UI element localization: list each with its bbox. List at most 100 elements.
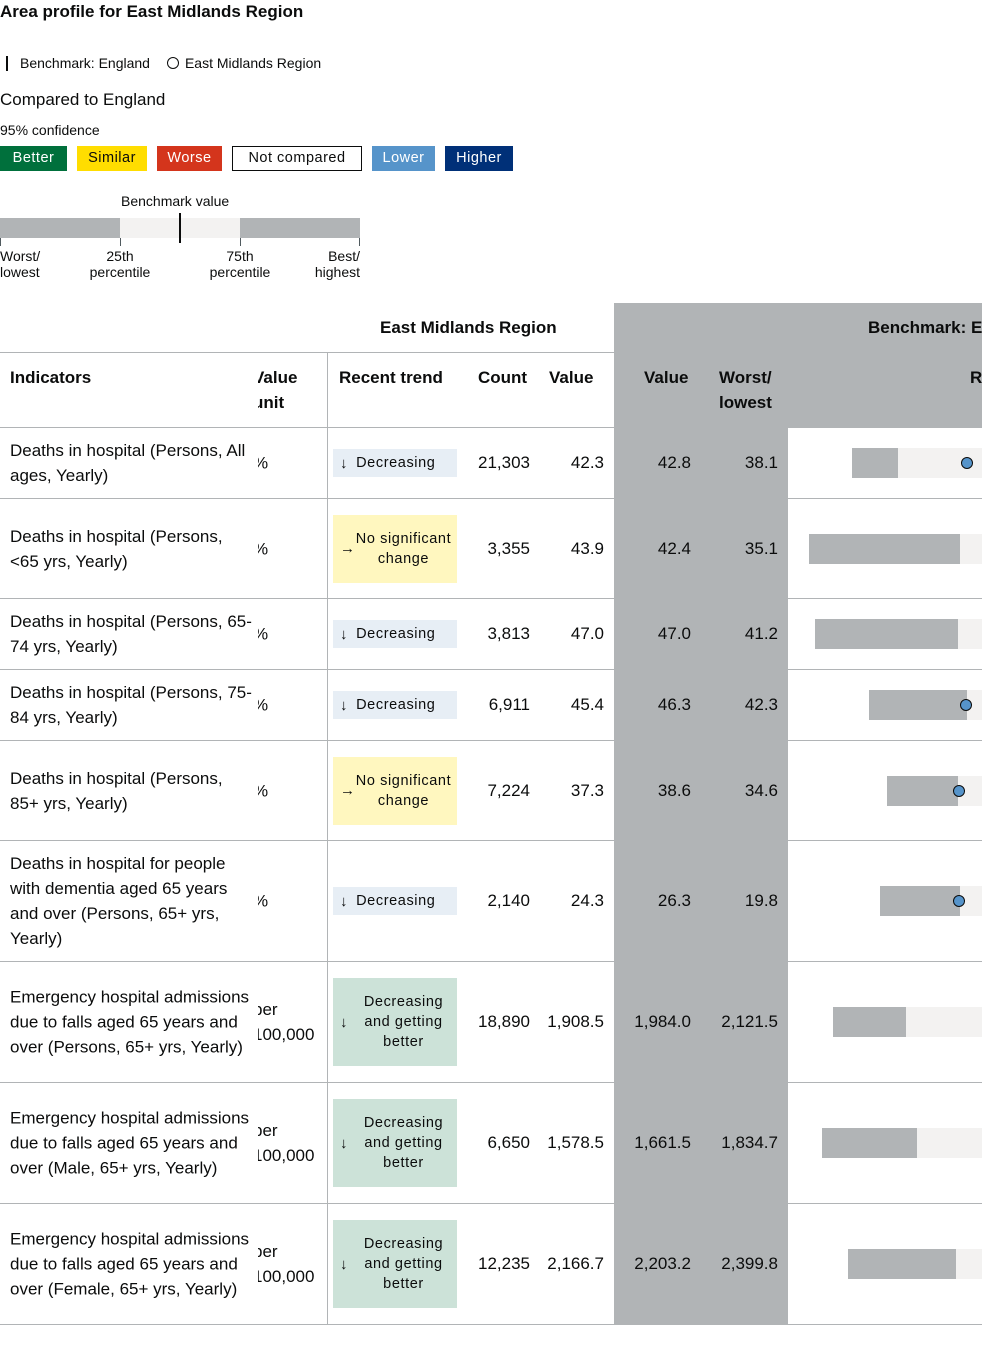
value-unit-cell: %	[258, 670, 327, 740]
spine-chart-key: Benchmark value Worst/ lowest 25th perce…	[0, 193, 362, 283]
trend-badge: ↓ Decreasing	[333, 691, 457, 719]
range-bar	[851, 448, 982, 478]
count-value: 6,650	[487, 1133, 530, 1152]
range-column-background	[788, 428, 982, 1325]
trend-badge: ↓ Decreasing	[333, 620, 457, 648]
spine-tick	[0, 238, 1, 246]
table-row[interactable]: Emergency hospital admissions due to fal…	[0, 1204, 982, 1324]
indicator-name[interactable]: Deaths in hospital (Persons, <65 yrs, Ye…	[10, 526, 223, 571]
spine-label-line: 25th	[106, 248, 134, 264]
table-gridline	[0, 1203, 982, 1204]
trend-label: No significant change	[355, 772, 452, 809]
table-row[interactable]: Deaths in hospital (Persons, 85+ yrs, Ye…	[0, 741, 982, 840]
key-lower: Lower	[372, 146, 435, 171]
trend-badge: ↓ Decreasing	[333, 887, 457, 915]
spine-label-25th: 25th percentile	[80, 248, 160, 280]
spine-benchmark-marker	[179, 213, 181, 243]
value-unit-cell: per 100,000	[258, 962, 327, 1082]
value-unit-cell: per 100,000	[258, 1083, 327, 1203]
indicator-name[interactable]: Emergency hospital admissions due to fal…	[10, 1229, 250, 1299]
spine-label-worst: Worst/ lowest	[0, 248, 40, 280]
count-value: 6,911	[488, 695, 530, 714]
indicator-name[interactable]: Deaths in hospital (Persons, 85+ yrs, Ye…	[10, 768, 223, 813]
header-range: Range	[970, 368, 982, 387]
area-value: 37.3	[570, 780, 604, 800]
count-value: 21,303	[478, 453, 530, 472]
header-value-unit-line2: unit	[258, 393, 285, 412]
benchmark-value: 42.8	[657, 453, 691, 472]
value-unit-cell: %	[258, 841, 327, 961]
value-unit-cell: %	[258, 499, 327, 598]
range-bar-fill	[822, 1128, 917, 1158]
range-bar-fill	[851, 448, 899, 478]
area-value-dot	[961, 457, 974, 469]
arrow-down-icon: ↓	[340, 892, 349, 910]
spine-label-line: highest	[314, 264, 360, 280]
spine-label-line: Worst/	[0, 248, 41, 264]
trend-label: Decreasing	[356, 455, 436, 471]
table-row[interactable]: Deaths in hospital (Persons, 75-84 yrs, …	[0, 670, 982, 740]
benchmark-value: 46.3	[657, 695, 691, 714]
header-worst-lowest: Worst/	[719, 368, 772, 387]
benchmark-legend-label: Benchmark: England	[20, 55, 150, 71]
spine-tick	[240, 238, 241, 246]
table-row[interactable]: Deaths in hospital (Persons, All ages, Y…	[0, 428, 982, 498]
table-row[interactable]: Deaths in hospital for people with demen…	[0, 841, 982, 961]
benchmark-line-icon	[6, 55, 8, 71]
worst-lowest-value: 42.3	[744, 695, 778, 714]
table-gridline	[0, 598, 982, 599]
range-bar	[814, 619, 982, 649]
table-row[interactable]: Emergency hospital admissions due to fal…	[0, 962, 982, 1082]
area-value-dot	[953, 784, 966, 797]
indicator-name[interactable]: Deaths in hospital (Persons, 75-84 yrs, …	[10, 683, 252, 727]
table-row[interactable]: Deaths in hospital (Persons, <65 yrs, Ye…	[0, 499, 982, 598]
header-recent-trend: Recent trend	[339, 368, 443, 387]
count-value: 2,140	[487, 891, 530, 910]
spine-tick	[359, 238, 360, 246]
area-value: 47.0	[570, 624, 604, 643]
benchmark-value: 42.4	[657, 538, 691, 558]
table-row[interactable]: Deaths in hospital (Persons, 65-74 yrs, …	[0, 599, 982, 669]
range-bar	[809, 533, 982, 564]
spine-label-best: Best/ highest	[290, 248, 360, 280]
table-row[interactable]: Emergency hospital admissions due to fal…	[0, 1083, 982, 1203]
range-bar-fill	[809, 533, 960, 564]
arrow-down-icon: ↓	[340, 1255, 349, 1273]
key-better: Better	[0, 146, 67, 171]
table-gridline	[0, 961, 982, 962]
value-unit: per 100,000	[258, 1000, 315, 1044]
indicator-name[interactable]: Deaths in hospital (Persons, All ages, Y…	[10, 441, 246, 485]
area-value-dot	[960, 699, 973, 711]
indicator-name[interactable]: Emergency hospital admissions due to fal…	[10, 1108, 250, 1178]
arrow-down-icon: ↓	[340, 1134, 349, 1152]
header-value-unit: Value	[258, 368, 298, 387]
area-value-dot	[953, 895, 966, 907]
indicator-name[interactable]: Deaths in hospital for people with demen…	[10, 854, 228, 948]
header-benchmark-group: Benchmark: England	[868, 318, 982, 337]
trend-label: Decreasing	[356, 697, 436, 713]
key-similar: Similar	[77, 146, 147, 171]
benchmark-value: 1,661.5	[634, 1133, 691, 1152]
table-gridline	[0, 498, 982, 499]
trend-label: Decreasing and getting better	[363, 994, 444, 1050]
range-bar	[833, 1007, 982, 1037]
indicator-name[interactable]: Deaths in hospital (Persons, 65-74 yrs, …	[10, 612, 252, 656]
area-value: 1,908.5	[547, 1012, 604, 1031]
benchmark-value: 1,984.0	[634, 1012, 691, 1031]
arrow-down-icon: ↓	[340, 696, 349, 714]
benchmark-value: 2,203.2	[634, 1254, 691, 1273]
header-count: Count	[478, 368, 528, 387]
range-bar-fill	[848, 1249, 956, 1279]
value-unit: per 100,000	[258, 1121, 315, 1165]
count-value: 12,235	[478, 1254, 530, 1273]
trend-label: Decreasing	[356, 626, 436, 642]
worst-lowest-value: 34.6	[744, 780, 778, 800]
trend-badge: ↓ Decreasing and getting better	[333, 1220, 457, 1308]
range-bar-fill	[868, 690, 968, 720]
header-indicators: Indicators	[10, 368, 92, 387]
area-value: 42.3	[570, 453, 604, 472]
indicator-name[interactable]: Emergency hospital admissions due to fal…	[10, 987, 250, 1057]
value-unit: %	[258, 451, 327, 476]
trend-badge: → No significant change	[333, 514, 457, 583]
spine-label-75th: 75th percentile	[200, 248, 280, 280]
